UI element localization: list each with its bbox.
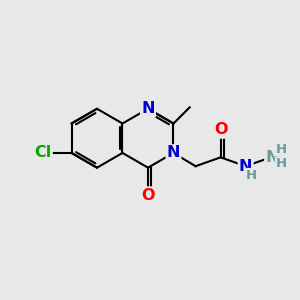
Text: N: N	[266, 150, 279, 165]
Text: O: O	[141, 188, 155, 202]
Text: Cl: Cl	[34, 146, 52, 160]
Text: O: O	[214, 122, 227, 137]
Text: H: H	[276, 142, 287, 156]
Text: N: N	[239, 159, 252, 174]
Text: N: N	[141, 101, 155, 116]
Text: N: N	[167, 146, 180, 160]
Text: H: H	[245, 169, 256, 182]
Text: H: H	[276, 157, 287, 170]
